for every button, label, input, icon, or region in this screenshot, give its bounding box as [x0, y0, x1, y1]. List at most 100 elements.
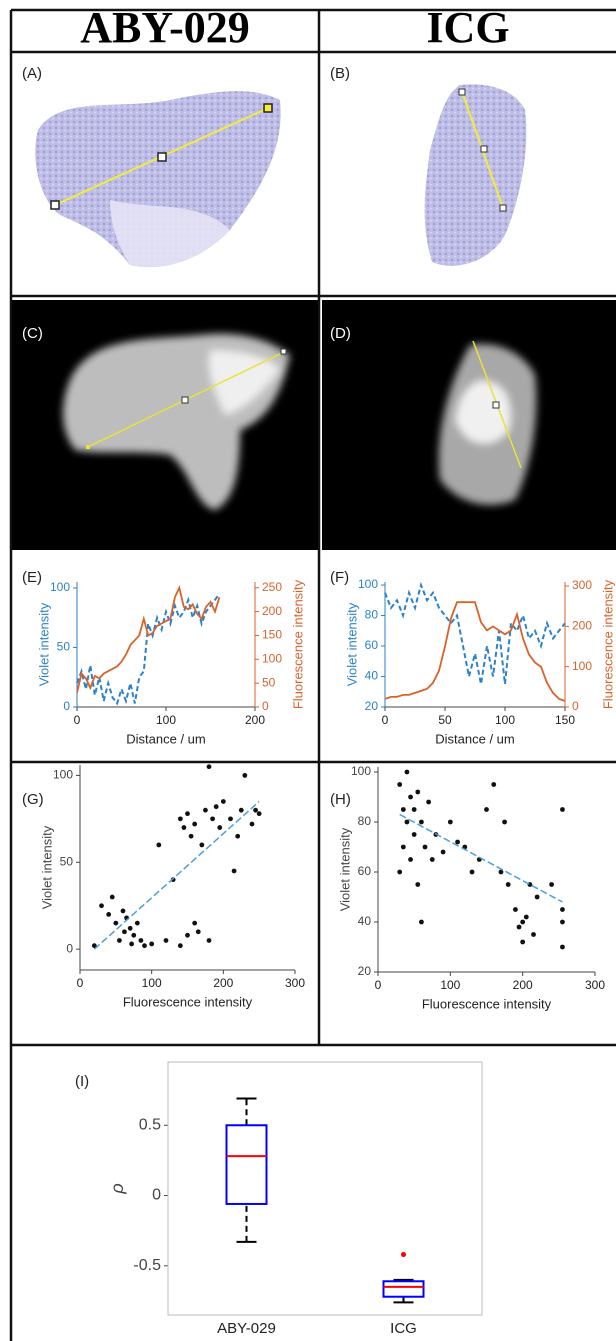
point	[422, 844, 428, 850]
panel-label: (D)	[330, 325, 351, 342]
outlier	[401, 1252, 406, 1258]
y-tick-label: 50	[60, 854, 74, 868]
x-tick-label: ICG	[390, 1320, 417, 1337]
y-tick-label: 50	[57, 640, 71, 654]
box	[382, 1280, 425, 1298]
point	[217, 825, 223, 830]
point	[177, 943, 183, 949]
fit-line	[93, 800, 260, 950]
x-tick-label: 300	[585, 978, 605, 992]
point	[149, 941, 155, 947]
box	[225, 1124, 268, 1205]
x-tick-label: 0	[77, 976, 84, 990]
point	[400, 807, 406, 812]
y2-axis-label: Fluorescence intensity	[290, 579, 305, 709]
point	[113, 920, 119, 926]
point	[411, 807, 417, 812]
x-tick-label: 0	[375, 978, 382, 992]
y2-tick-label: 250	[262, 580, 282, 594]
point	[502, 819, 507, 825]
point	[127, 925, 133, 931]
y-tick-label: 20	[358, 964, 372, 978]
x-tick-label: 200	[513, 978, 533, 992]
series-line	[76, 584, 221, 693]
y-axis-label: ρ	[107, 1183, 127, 1194]
x-axis-label: Distance / um	[435, 731, 514, 746]
x-tick-label: 100	[495, 713, 515, 727]
y-tick-label: 80	[358, 814, 372, 828]
point	[185, 811, 190, 817]
point	[206, 938, 212, 943]
y-tick-label: 0	[63, 699, 70, 713]
y-tick-label: 0	[66, 941, 73, 955]
point	[455, 839, 460, 845]
point	[560, 944, 565, 950]
panel-label: (G)	[22, 791, 44, 808]
point	[429, 857, 435, 862]
y-tick-label: 60	[358, 864, 372, 878]
point	[419, 819, 424, 825]
point	[235, 833, 241, 839]
point	[415, 882, 421, 887]
x-axis-label: Fluorescence intensity	[123, 994, 253, 1009]
x-tick-label: 100	[142, 976, 162, 990]
point	[516, 924, 522, 930]
y-tick-label: 20	[365, 699, 379, 713]
point	[199, 842, 205, 848]
point	[192, 821, 198, 827]
point	[505, 882, 511, 887]
point	[117, 938, 122, 943]
point	[447, 819, 453, 825]
point	[415, 789, 421, 795]
y-tick-label: 100	[351, 764, 371, 778]
point	[228, 816, 233, 822]
panel-label: (B)	[330, 65, 350, 82]
point	[122, 929, 127, 935]
x-tick-label: 50	[438, 713, 452, 727]
y2-tick-label: 100	[572, 659, 592, 673]
point	[99, 903, 104, 909]
point	[231, 868, 237, 874]
point	[440, 849, 446, 855]
fluorescence-image	[438, 340, 537, 505]
point	[129, 941, 135, 947]
panel-label: (A)	[22, 65, 42, 82]
point	[253, 807, 258, 813]
point	[109, 894, 115, 900]
point	[138, 938, 144, 943]
point	[513, 907, 518, 912]
y2-tick-label: 100	[262, 651, 282, 665]
point	[177, 816, 183, 822]
point	[426, 799, 432, 805]
y-axis-label: Violet intensity	[337, 827, 352, 911]
point	[203, 807, 208, 813]
point	[397, 869, 403, 875]
x-tick-label: 150	[555, 713, 575, 727]
y2-tick-label: 200	[262, 604, 282, 618]
y-axis-label: Violet intensity	[344, 602, 359, 686]
point	[400, 844, 406, 850]
grid-frame	[9, 8, 616, 1341]
point	[91, 943, 97, 949]
point	[181, 825, 187, 830]
x-tick-label: 200	[213, 976, 233, 990]
point	[131, 932, 137, 938]
point	[419, 919, 424, 925]
point	[520, 919, 526, 925]
series-line	[384, 581, 566, 685]
x-tick-label: 300	[285, 976, 305, 990]
point	[142, 943, 147, 949]
y2-tick-label: 0	[262, 699, 269, 713]
column-header: ABY-029	[80, 3, 250, 52]
point	[404, 769, 410, 775]
point	[491, 782, 497, 787]
point	[195, 929, 201, 935]
point	[210, 816, 215, 822]
x-axis-label: Distance / um	[126, 731, 205, 746]
point	[249, 821, 255, 827]
point	[560, 907, 565, 912]
point	[484, 807, 489, 812]
y-tick-label: -0.5	[133, 1257, 161, 1274]
point	[220, 799, 226, 804]
